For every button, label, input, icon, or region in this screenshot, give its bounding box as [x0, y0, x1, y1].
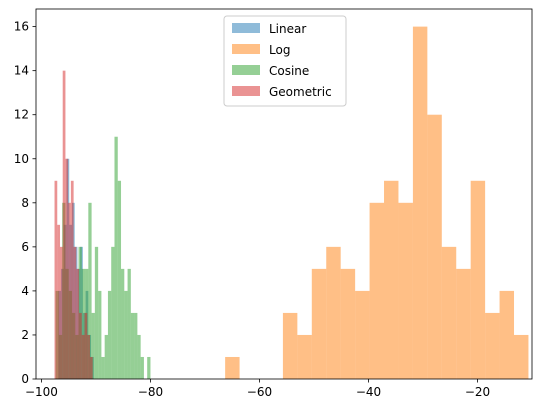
bar-geometric-9	[79, 312, 82, 379]
plot-frame	[35, 8, 533, 380]
bar-geometric-7	[73, 246, 77, 379]
bar-geometric-10	[81, 334, 85, 379]
bar-cosine-16	[107, 290, 112, 379]
bar-log-11	[384, 180, 399, 379]
bar-log-15	[441, 246, 457, 379]
y-tick-label: 6	[21, 240, 29, 254]
legend-label-log: Log	[269, 43, 290, 57]
bar-log-12	[398, 202, 413, 379]
bar-cosine-12	[94, 246, 99, 379]
bar-log-8	[340, 268, 356, 379]
bar-geometric-11	[84, 312, 88, 379]
x-tick-label: −60	[247, 385, 272, 399]
bar-geometric-8	[76, 268, 80, 379]
legend-swatch-log	[232, 44, 260, 54]
bar-log-5	[297, 334, 312, 379]
bar-cosine-19	[117, 180, 122, 379]
y-tick-label: 10	[14, 152, 29, 166]
legend: Linear Log Cosine Geometric	[223, 15, 347, 107]
bar-cosine-15	[104, 334, 108, 379]
legend-label-cosine: Cosine	[269, 64, 309, 78]
bar-log-4	[282, 312, 298, 379]
bar-log-20	[514, 334, 529, 379]
bar-geometric-5	[68, 202, 71, 379]
bar-log-7	[326, 246, 341, 379]
x-tick-label: −80	[138, 385, 163, 399]
bar-log-6	[311, 268, 327, 379]
legend-swatch-linear	[232, 23, 260, 33]
y-tick-label: 12	[14, 108, 29, 122]
bar-geometric-6	[70, 180, 74, 379]
bar-cosine-18	[114, 136, 118, 379]
bar-log-14	[427, 114, 442, 379]
series-log	[225, 26, 529, 379]
bar-geometric-1	[57, 224, 60, 379]
y-tick-label: 0	[21, 372, 29, 386]
bar-log-0	[225, 356, 240, 379]
bar-log-18	[485, 312, 500, 379]
bar-cosine-14	[101, 356, 105, 379]
legend-swatch-geometric	[232, 86, 260, 96]
legend-box	[223, 15, 347, 107]
y-tick-label: 16	[14, 20, 29, 34]
bar-geometric-2	[59, 246, 63, 379]
bar-cosine-23	[130, 312, 135, 379]
bar-cosine-8	[81, 268, 86, 379]
bar-cosine-26	[140, 356, 144, 379]
bar-cosine-21	[124, 290, 128, 379]
bar-cosine-24	[134, 312, 138, 379]
bar-log-10	[369, 202, 385, 379]
axes-layer: −100 −80 −60 −40 −20 0 2 4 6 8 10 12 14 16	[14, 8, 533, 399]
x-tick-label: −20	[465, 385, 490, 399]
legend-label-linear: Linear	[269, 22, 306, 36]
legend-label-geometric: Geometric	[269, 85, 332, 99]
series-geometric	[54, 70, 93, 380]
y-tick-label: 8	[21, 196, 29, 210]
bar-log-17	[470, 180, 486, 379]
bar-cosine-13	[98, 290, 102, 379]
bar-log-13	[412, 26, 428, 379]
bar-cosine-25	[137, 334, 141, 379]
bar-geometric-3	[62, 70, 66, 380]
bar-geometric-13	[89, 356, 93, 379]
bar-geometric-12	[87, 334, 90, 379]
bar-cosine-22	[127, 268, 131, 379]
bar-cosine-28	[147, 356, 151, 379]
bar-cosine-10	[88, 202, 92, 379]
legend-swatch-cosine	[232, 65, 260, 75]
x-tick-label: −40	[356, 385, 381, 399]
bars-layer	[54, 26, 529, 380]
bar-geometric-4	[65, 158, 69, 379]
y-tick-label: 4	[21, 284, 29, 298]
bar-cosine-20	[121, 268, 125, 379]
bar-log-19	[499, 290, 515, 379]
bar-cosine-17	[111, 246, 115, 379]
bar-log-9	[355, 290, 370, 379]
bar-cosine-11	[91, 312, 95, 379]
bar-log-16	[456, 268, 471, 379]
y-tick-label: 14	[14, 64, 29, 78]
bar-geometric-0	[54, 180, 58, 379]
x-tick-label: −100	[25, 385, 58, 399]
y-tick-label: 2	[21, 328, 29, 342]
